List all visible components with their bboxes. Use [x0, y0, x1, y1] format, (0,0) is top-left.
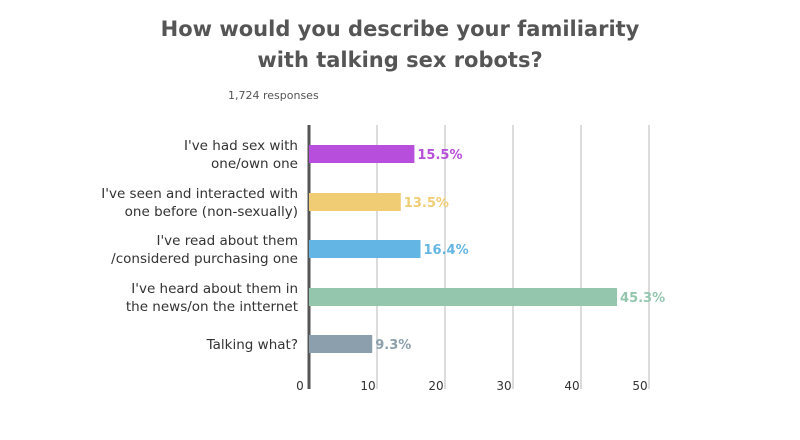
bar-value-label: 15.5%	[417, 148, 462, 163]
category-label: the news/on the intternet	[126, 299, 298, 315]
bar-value-label: 13.5%	[404, 196, 449, 211]
bar	[309, 335, 373, 353]
chart-title-line-1: How would you describe your familiarity	[160, 17, 640, 41]
x-tick-label: 10	[360, 379, 375, 393]
category-label: I've heard about them in	[131, 281, 298, 297]
chart-title-line-2: with talking sex robots?	[257, 48, 543, 72]
x-tick-label: 40	[564, 379, 579, 393]
category-label: I've had sex with	[184, 138, 298, 154]
bar	[309, 288, 618, 306]
bar	[309, 240, 421, 258]
category-label: /considered purchasing one	[111, 251, 298, 267]
bar-value-label: 45.3%	[620, 291, 665, 306]
category-label: I've seen and interacted with	[101, 186, 298, 202]
chart-subtitle: 1,724 responses	[228, 89, 319, 102]
bar	[309, 145, 415, 163]
bar-value-label: 16.4%	[424, 243, 469, 258]
category-label: I've read about them	[156, 233, 298, 249]
category-label: one/own one	[211, 156, 298, 172]
bar	[309, 193, 401, 211]
x-tick-label: 50	[632, 379, 647, 393]
x-tick-label: 30	[496, 379, 511, 393]
x-tick-label: 20	[428, 379, 443, 393]
category-label: one before (non-sexually)	[125, 204, 298, 220]
category-label: Talking what?	[206, 337, 298, 353]
bar-value-label: 9.3%	[375, 338, 411, 353]
x-tick-label: 0	[296, 379, 304, 393]
